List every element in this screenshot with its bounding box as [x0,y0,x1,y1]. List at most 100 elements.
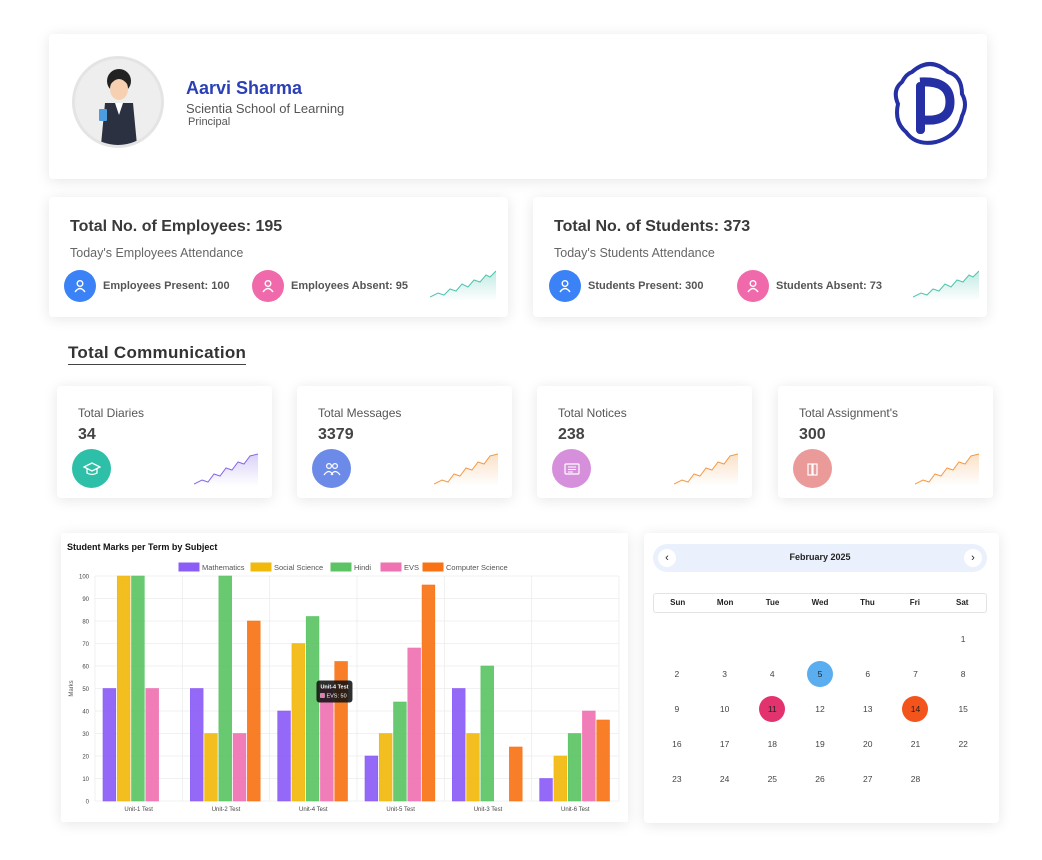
calendar-day-27[interactable]: 27 [863,773,873,784]
calendar-day-12[interactable]: 12 [815,703,825,714]
calendar-day-21[interactable]: 21 [910,738,921,749]
employees-absent-label: Employees Absent: 95 [291,280,408,292]
calendar-cell: 24 [701,761,749,796]
calendar-day-26[interactable]: 26 [815,773,825,784]
calendar-day-23[interactable]: 23 [672,773,682,784]
calendar-day-16[interactable]: 16 [672,738,682,749]
legend-label: Hindi [354,563,371,572]
calendar-day-14[interactable]: 14 [902,695,929,722]
notices-card[interactable]: Total Notices 238 [537,386,752,498]
calendar-day-22[interactable]: 22 [958,738,968,749]
weekday-thu: Thu [860,598,875,607]
user-icon [737,270,769,302]
calendar-day-28[interactable]: 28 [910,773,921,784]
chart-title: Student Marks per Term by Subject [67,542,217,552]
calendar-day-6[interactable]: 6 [865,668,871,679]
employees-absent: Employees Absent: 95 [252,270,408,302]
y-tick-label: 80 [82,620,89,626]
calendar-week: 2 3 4 5 6 7 8 [653,656,987,691]
calendar-month-label: February 2025 [789,552,851,562]
calendar-week: 9 10 11 12 13 14 15 [653,691,987,726]
assignments-card[interactable]: Total Assignment's 300 [778,386,993,498]
notice-icon [552,449,591,488]
calendar-week: 23 24 25 26 27 28 [653,761,987,796]
calendar-day-4[interactable]: 4 [769,668,775,679]
notices-label: Total Notices [558,406,627,420]
employees-present-label: Employees Present: 100 [103,280,230,292]
diaries-card[interactable]: Total Diaries 34 [57,386,272,498]
calendar-day-8[interactable]: 8 [960,668,966,679]
bar-social-science [553,755,567,802]
user-icon [549,270,581,302]
profile-card: Aarvi Sharma Scientia School of Learning… [49,34,987,179]
bar-computer-science [596,719,610,802]
calendar-day-7[interactable]: 7 [913,668,918,679]
bar-hindi [305,616,320,802]
y-tick-label: 10 [82,777,89,783]
y-tick-label: 100 [79,575,90,581]
calendar-cell: 22 [939,726,987,761]
weekday-mon: Mon [716,598,734,607]
profile-role: Principal [188,116,231,128]
calendar-next-button[interactable]: › [964,549,982,567]
bar-social-science [204,733,218,802]
calendar-day-20[interactable]: 20 [863,738,873,749]
calendar-day-25[interactable]: 25 [767,773,778,784]
legend-swatch [380,562,402,572]
calendar-cell [939,761,987,796]
tooltip-title: Unit-4 Test [320,685,348,691]
calendar-weekday-row: Sun Mon Tue Wed Thu Fri Sat [653,593,987,613]
calendar-day-24[interactable]: 24 [719,773,730,784]
messages-card[interactable]: Total Messages 3379 [297,386,512,498]
weekday-sun: Sun [670,598,686,607]
y-tick-label: 70 [82,642,89,648]
calendar-day-2[interactable]: 2 [674,668,680,679]
calendar-cell [653,621,701,656]
legend-label: Mathematics [202,563,245,572]
employees-total: Total No. of Employees: 195 [70,218,283,235]
calendar-day-10[interactable]: 10 [719,703,730,714]
profile-name: Aarvi Sharma [186,78,303,98]
bar-mathematics [539,778,553,802]
calendar-day-11[interactable]: 11 [759,695,786,722]
calendar-day-13[interactable]: 13 [863,703,873,714]
messages-value: 3379 [318,426,354,443]
calendar-prev-button[interactable]: ‹ [658,549,676,567]
school-logo [892,60,968,148]
students-present: Students Present: 300 [549,270,704,302]
students-absent-label: Students Absent: 73 [776,280,882,292]
assignments-value: 300 [799,426,826,443]
bar-evs [320,688,334,802]
x-tick-label: Unit-2 Test [212,807,241,813]
calendar-day-18[interactable]: 18 [767,738,778,749]
tooltip-body: EVS: 50 [326,694,346,700]
calendar-day-1[interactable]: 1 [960,633,966,644]
calendar-cell: 17 [701,726,749,761]
calendar-cell [796,621,844,656]
calendar-cell: 6 [844,656,892,691]
calendar-day-5[interactable]: 5 [807,660,834,687]
calendar-day-17[interactable]: 17 [719,738,730,749]
calendar-cell: 11 [748,691,796,726]
calendar-cell: 4 [748,656,796,691]
calendar-cell: 16 [653,726,701,761]
calendar-day-15[interactable]: 15 [958,703,968,714]
calendar-day-19[interactable]: 19 [815,738,825,749]
bar-computer-science [509,746,523,802]
y-tick-label: 90 [82,597,89,603]
calendar-cell: 12 [796,691,844,726]
bar-social-science [116,575,131,802]
legend-label: EVS [404,563,419,572]
calendar-cell: 23 [653,761,701,796]
legend-label: Computer Science [446,563,508,572]
calendar-cell: 9 [653,691,701,726]
calendar-day-3[interactable]: 3 [722,668,727,679]
books-icon [793,449,832,488]
calendar-cell: 20 [844,726,892,761]
calendar-cell [701,621,749,656]
weekday-sat: Sat [956,598,969,607]
students-present-label: Students Present: 300 [588,280,704,292]
bar-computer-science [247,620,261,802]
weekday-tue: Tue [765,598,780,607]
calendar-day-9[interactable]: 9 [674,703,680,714]
